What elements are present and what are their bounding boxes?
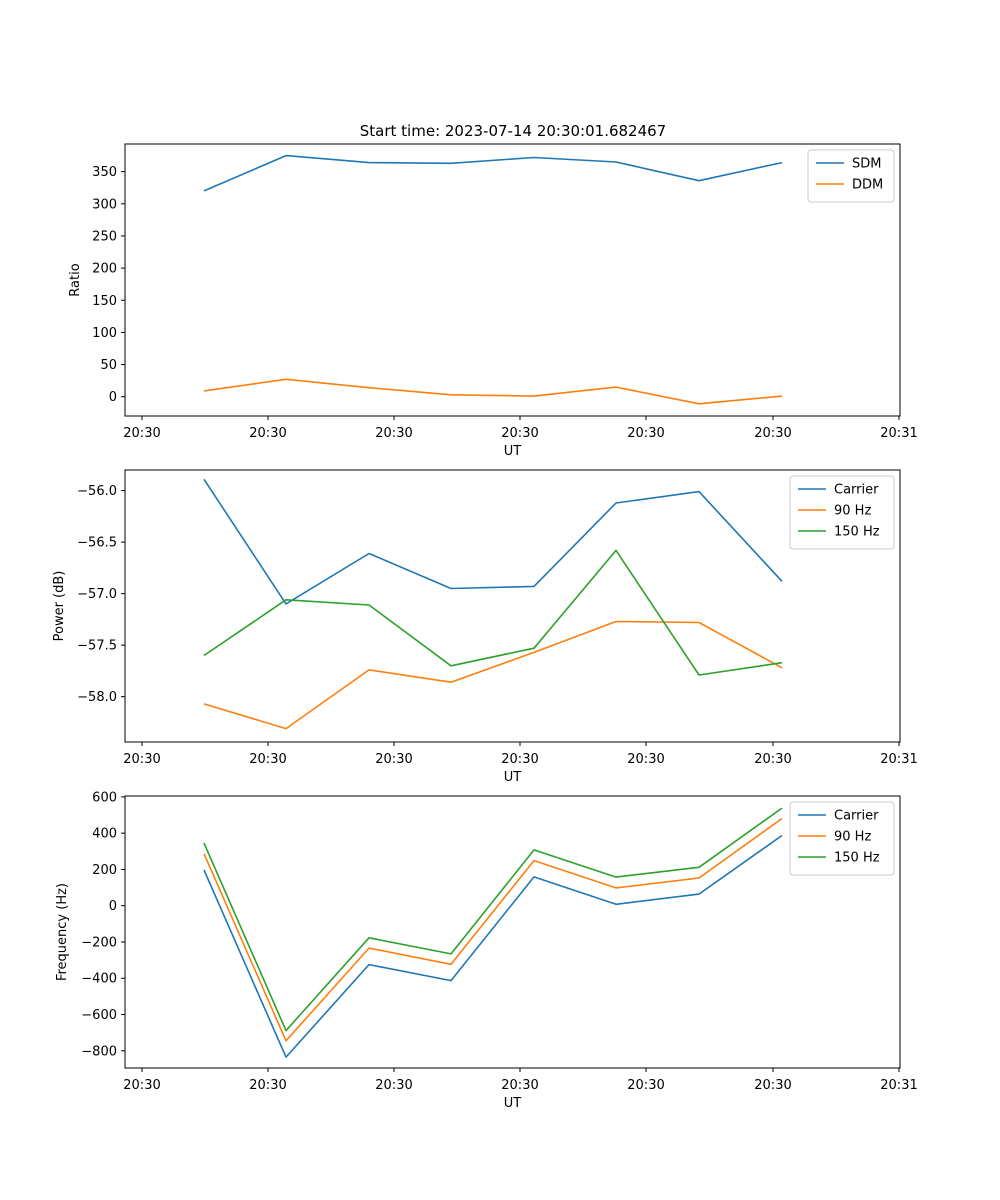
series-line-90-hz [203, 817, 783, 1042]
series-line-ddm [203, 378, 783, 405]
y-tick-label: 350 [92, 165, 117, 180]
x-axis-label: UT [504, 1096, 522, 1111]
x-tick-label: 20:30 [627, 752, 664, 767]
series-line-150-hz [203, 807, 783, 1032]
y-axis-label: Frequency (Hz) [55, 883, 70, 981]
legend-entry: 150 Hz [834, 525, 880, 540]
y-tick-label: −58.0 [77, 690, 117, 705]
x-axis-label: UT [504, 444, 522, 459]
axes-frame [124, 795, 901, 1069]
legend-entry: DDM [852, 178, 883, 193]
legend: SDM DDM [807, 149, 895, 203]
y-tick-label: −57.5 [77, 639, 117, 654]
series-line-carrier [203, 834, 783, 1058]
y-tick-label: −56.5 [77, 536, 117, 551]
y-tick-label: −800 [81, 1044, 117, 1059]
y-tick-label: −57.0 [77, 587, 117, 602]
series-line-90-hz [203, 620, 783, 730]
y-tick-label: −600 [81, 1008, 117, 1023]
y-tick-label: 400 [92, 827, 117, 842]
x-tick-label: 20:30 [627, 426, 664, 441]
y-axis-label: Ratio [68, 263, 83, 296]
x-tick-label: 20:30 [123, 1078, 160, 1093]
figure-title: Start time: 2023-07-14 20:30:01.682467 [360, 122, 666, 140]
x-tick-label: 20:31 [880, 1078, 917, 1093]
x-tick-label: 20:30 [249, 426, 286, 441]
x-tick-label: 20:30 [249, 1078, 286, 1093]
series-line-carrier [203, 478, 783, 605]
y-tick-label: 0 [109, 899, 117, 914]
x-tick-label: 20:30 [627, 1078, 664, 1093]
chart-panel-1: 20:30 20:30 20:30 20:30 20:30 20:30 20:31 0 50 10… [68, 143, 918, 459]
y-axis-label: Power (dB) [52, 571, 67, 642]
chart-panels: 20:30 20:30 20:30 20:30 20:30 20:30 20:31 0 50 10… [52, 143, 918, 1111]
x-tick-label: 20:30 [501, 752, 538, 767]
x-tick-label: 20:30 [754, 1078, 791, 1093]
legend-entry: 90 Hz [834, 504, 871, 519]
series-line-150-hz [203, 549, 783, 676]
legend-entry: 90 Hz [834, 830, 871, 845]
legend-entry: Carrier [834, 809, 879, 824]
y-tick-label: 100 [92, 326, 117, 341]
x-tick-label: 20:30 [375, 1078, 412, 1093]
x-tick-label: 20:30 [123, 426, 160, 441]
chart-panel-2: 20:30 20:30 20:30 20:30 20:30 20:30 20:31 −58.0… [52, 469, 918, 785]
x-tick-label: 20:30 [501, 1078, 538, 1093]
x-tick-label: 20:30 [249, 752, 286, 767]
legend-entry: SDM [852, 157, 881, 172]
x-axis-label: UT [504, 770, 522, 785]
y-tick-label: 200 [92, 863, 117, 878]
x-tick-label: 20:30 [375, 752, 412, 767]
x-tick-label: 20:30 [754, 752, 791, 767]
x-tick-label: 20:30 [501, 426, 538, 441]
y-tick-label: 200 [92, 262, 117, 277]
y-tick-label: −56.0 [77, 484, 117, 499]
legend: Carrier 90 Hz 150 Hz [789, 801, 895, 876]
series-line-sdm [203, 154, 783, 192]
legend-entry: 150 Hz [834, 851, 880, 866]
legend-entry: Carrier [834, 483, 879, 498]
y-tick-label: 600 [92, 790, 117, 805]
y-tick-label: 250 [92, 229, 117, 244]
x-tick-label: 20:31 [880, 426, 917, 441]
axes-frame [124, 469, 901, 743]
x-tick-label: 20:30 [754, 426, 791, 441]
chart-panel-3: 20:30 20:30 20:30 20:30 20:30 20:30 20:31 −800 −… [55, 790, 918, 1111]
axes-frame [124, 143, 901, 417]
x-tick-label: 20:30 [375, 426, 412, 441]
y-tick-label: 0 [109, 390, 117, 405]
x-tick-label: 20:31 [880, 752, 917, 767]
y-tick-label: 50 [100, 358, 117, 373]
y-tick-label: −400 [81, 972, 117, 987]
y-tick-label: −200 [81, 935, 117, 950]
x-tick-label: 20:30 [123, 752, 160, 767]
y-tick-label: 150 [92, 294, 117, 309]
legend: Carrier 90 Hz 150 Hz [789, 475, 895, 550]
y-tick-label: 300 [92, 197, 117, 212]
